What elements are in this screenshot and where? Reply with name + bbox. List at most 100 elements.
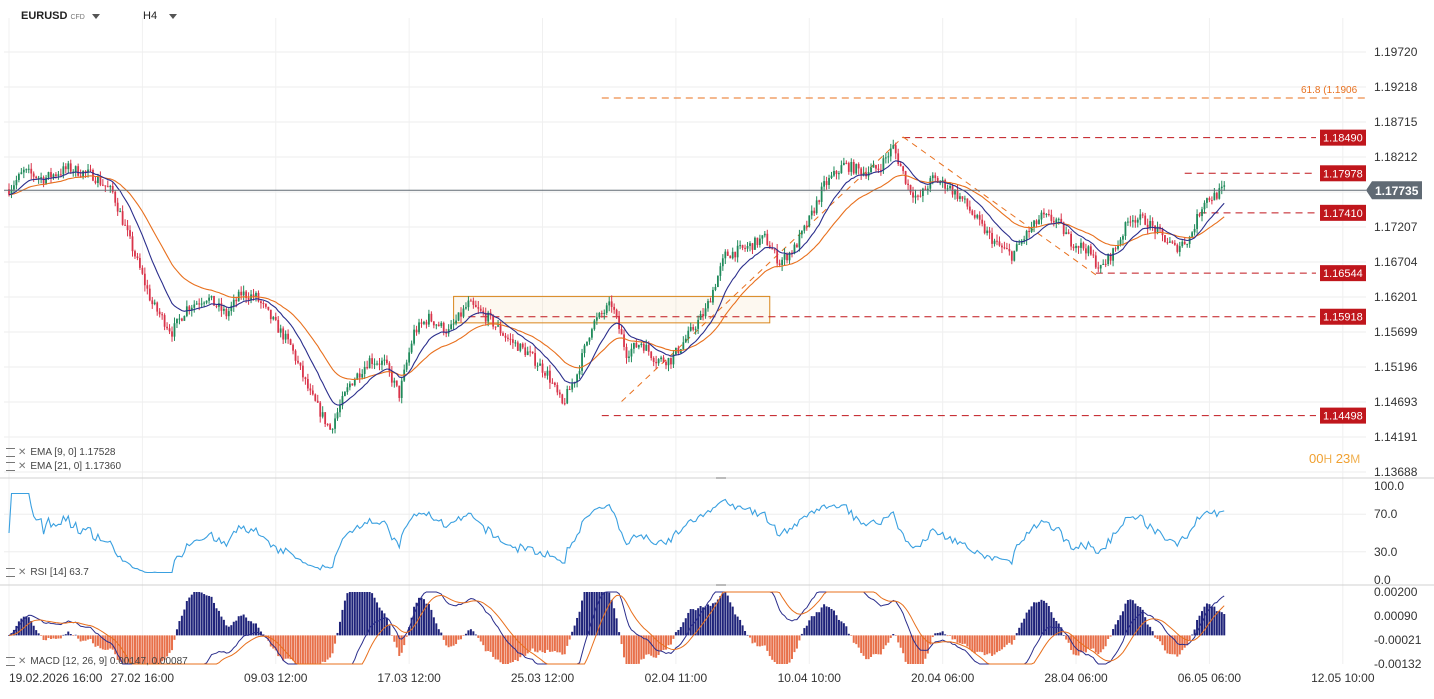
macd-legend[interactable]: ✕ MACD [12, 26, 9] 0.00147, 0.00087	[6, 656, 188, 667]
candle	[1151, 217, 1154, 231]
candle-body	[1203, 202, 1206, 210]
macd-histogram-bar	[242, 614, 245, 636]
candle	[1203, 200, 1206, 214]
candle	[166, 322, 168, 331]
symbol-selector[interactable]: EURUSD CFD	[21, 10, 85, 22]
candle	[326, 423, 329, 427]
candle-body	[902, 166, 905, 172]
candle	[657, 358, 660, 366]
close-icon[interactable]: ✕	[18, 461, 27, 472]
candle	[880, 163, 882, 176]
settings-icon[interactable]	[6, 567, 15, 577]
close-icon[interactable]: ✕	[18, 447, 27, 458]
macd-histogram-bar	[37, 633, 40, 636]
close-icon[interactable]: ✕	[18, 567, 27, 578]
candle	[694, 326, 697, 335]
candle	[961, 196, 964, 202]
ema9-legend[interactable]: ✕ EMA [9, 0] 1.17528	[6, 447, 115, 458]
symbol-dropdown-icon[interactable]	[92, 14, 100, 19]
close-icon[interactable]: ✕	[18, 656, 27, 667]
settings-icon[interactable]	[6, 447, 15, 457]
macd-histogram-bar	[914, 635, 917, 664]
candle-body	[1178, 246, 1181, 252]
macd-histogram-bar	[966, 635, 969, 647]
candle	[230, 301, 233, 316]
timeframe-selector[interactable]: H4	[143, 10, 157, 22]
macd-histogram-bar	[489, 635, 492, 652]
timeframe-dropdown-icon[interactable]	[169, 14, 177, 19]
settings-icon[interactable]	[6, 656, 15, 666]
candle-body	[141, 267, 144, 274]
macd-histogram-bar	[1114, 624, 1117, 636]
candle-body	[628, 356, 630, 358]
time-tick-label: 19.02.2026 16:00	[9, 671, 103, 685]
macd-histogram-bar	[741, 625, 744, 636]
level-badge	[1320, 308, 1366, 325]
candle-body	[334, 418, 336, 429]
candle-body	[1127, 221, 1129, 223]
candle	[897, 148, 900, 166]
candle-body	[8, 189, 10, 195]
macd-histogram-bar	[1050, 612, 1053, 636]
candle	[314, 393, 317, 402]
macd-histogram-bar	[1097, 635, 1100, 655]
macd-legend-text: MACD [12, 26, 9] 0.00147, 0.00087	[30, 656, 188, 667]
candle-body	[1208, 198, 1211, 201]
macd-histogram-bar	[694, 610, 697, 636]
candle	[983, 220, 986, 235]
candle	[346, 383, 349, 395]
candle	[1008, 243, 1011, 256]
macd-histogram-bar	[1220, 612, 1223, 636]
macd-histogram-bar	[1033, 602, 1036, 636]
macd-histogram-bar	[1173, 635, 1176, 655]
candle	[442, 321, 445, 336]
macd-histogram-bar	[1035, 602, 1038, 636]
candle	[850, 158, 853, 176]
candle	[321, 406, 324, 419]
macd-histogram-bar	[338, 621, 341, 636]
candle-body	[321, 412, 324, 417]
macd-histogram-bar	[410, 617, 413, 636]
macd-histogram-bar	[669, 635, 672, 645]
candle-body	[1193, 228, 1196, 233]
macd-histogram-bar	[353, 592, 356, 636]
macd-histogram-bar	[899, 635, 902, 648]
candle	[69, 159, 72, 174]
ema21-legend[interactable]: ✕ EMA [21, 0] 1.17360	[6, 461, 121, 472]
time-tick-label: 02.04 11:00	[645, 671, 708, 685]
candle	[934, 172, 937, 182]
candle-body	[1149, 221, 1152, 229]
candle-body	[1043, 212, 1045, 215]
macd-histogram-bar	[993, 635, 996, 655]
candle-body	[158, 311, 161, 315]
macd-histogram-bar	[998, 635, 1001, 651]
macd-histogram-bar	[699, 606, 702, 636]
candle-body	[124, 224, 126, 226]
candle	[420, 318, 423, 328]
rsi-legend[interactable]: ✕ RSI [14] 63.7	[6, 567, 89, 578]
candle-body	[126, 225, 129, 231]
candle-body	[381, 360, 383, 365]
candle	[344, 390, 346, 397]
candle-body	[430, 313, 433, 322]
macd-histogram-bar	[1215, 611, 1218, 636]
candle-body	[524, 347, 527, 356]
settings-icon[interactable]	[6, 461, 15, 471]
candle	[741, 244, 744, 251]
candle	[1107, 253, 1110, 267]
macd-histogram-bar	[553, 635, 556, 652]
rsi-line	[8, 492, 1225, 574]
candle	[1146, 218, 1149, 234]
candle	[991, 227, 993, 249]
macd-histogram-bar	[467, 630, 470, 636]
candle-body	[618, 315, 620, 330]
macd-histogram-bar	[546, 635, 549, 650]
macd-histogram-bar	[647, 635, 650, 655]
macd-histogram-bar	[1099, 635, 1102, 653]
candle	[919, 189, 922, 198]
candle	[1087, 245, 1090, 257]
macd-histogram-bar	[778, 635, 781, 664]
macd-histogram-bar	[1141, 609, 1144, 636]
